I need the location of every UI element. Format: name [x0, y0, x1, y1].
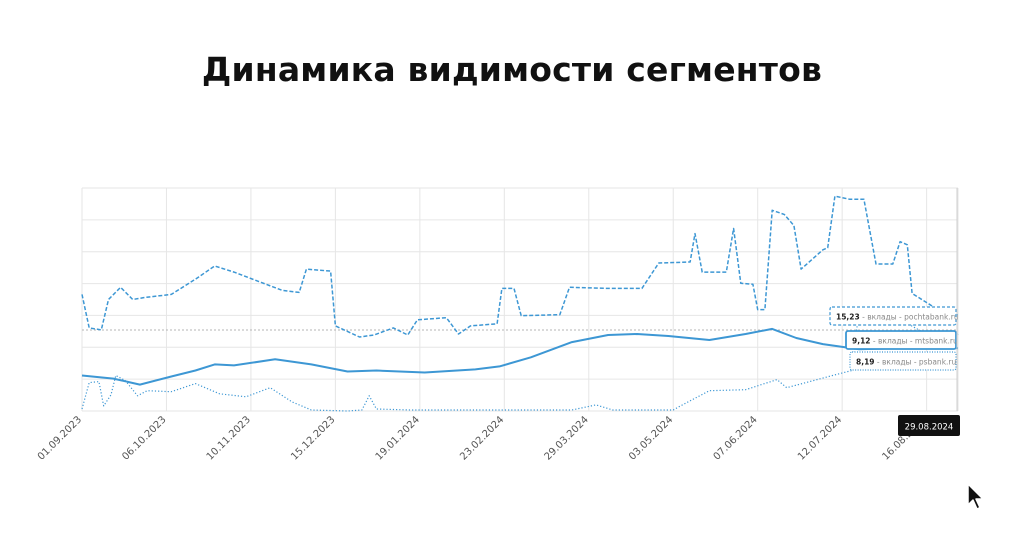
hover-tooltip: 29.08.2024 [898, 188, 960, 436]
hover-date-text: 29.08.2024 [905, 423, 954, 433]
label-text: 8,19 - вклады - psbank.ru [856, 358, 957, 367]
arrow-pointer-icon [967, 483, 984, 510]
x-tick-label: 19.01.2024 [374, 414, 422, 462]
x-tick-label: 12.07.2024 [796, 414, 844, 462]
series-line [81, 195, 958, 338]
chart-grid [81, 187, 959, 412]
label-box [829, 306, 957, 326]
chart-lines [81, 195, 959, 412]
x-tick-label: 07.06.2024 [712, 414, 760, 462]
x-tick-label: 15.12.2023 [289, 414, 337, 462]
label-box [849, 351, 957, 371]
x-axis-ticks: 01.09.2023 06.10.2023 10.11.2023 15.12.2023… [36, 414, 929, 462]
series-line [81, 309, 959, 412]
series-value-label: 8,19 - вклады - psbank.ru [849, 351, 957, 371]
hover-date-box [898, 415, 960, 436]
x-tick-label: 23.02.2024 [458, 414, 506, 462]
label-text: 15,23 - вклады - pochtabank.ru [836, 313, 959, 322]
page-title: Динамика видимости сегментов [201, 50, 823, 89]
label-text: 9,12 - вклады - mtsbank.ru [852, 337, 958, 346]
series-value-label: 15,23 - вклады - pochtabank.ru [829, 306, 959, 326]
x-tick-label: 29.03.2024 [543, 414, 591, 462]
x-tick-label: 01.09.2023 [36, 414, 84, 462]
x-tick-label: 03.05.2024 [627, 414, 675, 462]
x-tick-label: 06.10.2023 [120, 414, 168, 462]
series-labels: 15,23 - вклады - pochtabank.ru 9,12 - вкл… [829, 306, 959, 371]
series-value-label: 9,12 - вклады - mtsbank.ru [845, 330, 958, 350]
series-line [81, 327, 959, 386]
label-box [845, 330, 957, 350]
x-tick-label: 10.11.2023 [205, 414, 253, 462]
